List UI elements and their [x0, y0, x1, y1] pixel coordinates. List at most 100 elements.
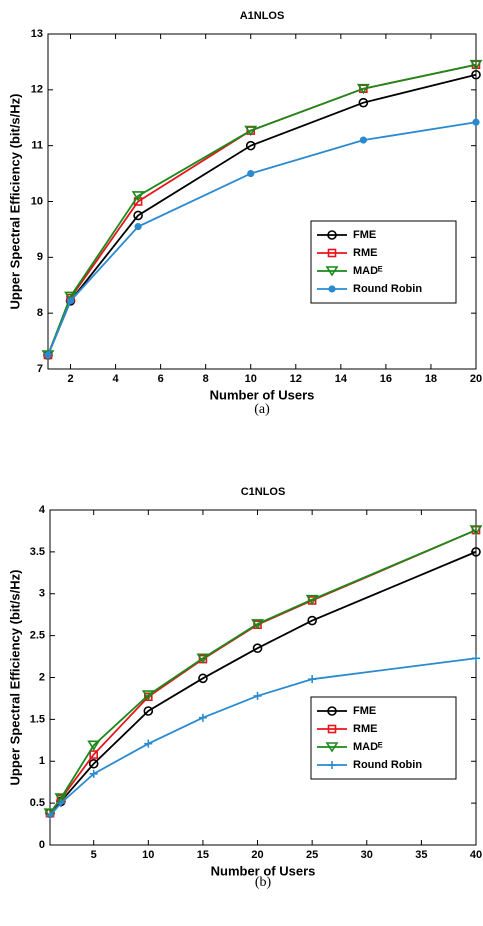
legend-label: Round Robin — [353, 759, 422, 771]
marker — [133, 210, 143, 221]
legend-marker — [327, 230, 337, 240]
marker — [44, 351, 52, 359]
legend-marker — [327, 248, 337, 258]
marker — [308, 675, 317, 684]
marker — [472, 654, 480, 663]
x-tick-label: 30 — [361, 849, 373, 861]
marker — [359, 136, 367, 144]
marker — [66, 297, 75, 305]
y-tick-label: 1 — [39, 755, 45, 767]
y-tick-label: 0 — [39, 839, 45, 851]
marker — [469, 525, 483, 536]
y-tick-label: 8 — [37, 307, 43, 319]
legend-label: Round Robin — [353, 283, 422, 295]
chart-title: A1NLOS — [240, 10, 285, 22]
marker — [46, 811, 54, 820]
y-tick-label: 3.5 — [30, 546, 45, 558]
marker — [307, 615, 317, 626]
marker — [245, 140, 256, 151]
legend-label: MADᴱ — [353, 265, 383, 277]
marker — [356, 83, 370, 95]
marker — [198, 713, 207, 722]
y-tick-label: 3 — [39, 588, 45, 600]
marker — [252, 643, 263, 653]
marker — [251, 619, 264, 630]
marker — [472, 118, 480, 126]
marker — [196, 653, 210, 664]
marker — [244, 125, 258, 137]
x-tick-label: 6 — [158, 373, 164, 385]
y-tick-label: 11 — [31, 140, 43, 152]
legend-marker — [327, 724, 337, 734]
x-tick-label: 18 — [425, 373, 437, 385]
y-tick-label: 0.5 — [30, 797, 45, 809]
marker — [89, 769, 98, 778]
y-tick-label: 2 — [39, 671, 45, 683]
x-tick-label: 10 — [245, 373, 257, 385]
x-axis-label: Number of Users — [211, 863, 316, 878]
marker — [89, 750, 98, 759]
legend-label: FME — [353, 229, 376, 241]
x-tick-label: 5 — [91, 849, 97, 861]
series-line — [49, 529, 477, 814]
plot-area — [49, 509, 477, 846]
series-line — [47, 63, 477, 356]
y-tick-label: 7 — [37, 363, 43, 375]
marker — [88, 758, 99, 769]
marker — [143, 706, 154, 716]
marker — [247, 169, 255, 178]
plot-area — [47, 33, 477, 370]
legend-marker — [325, 266, 339, 277]
marker — [469, 59, 483, 71]
x-tick-label: 20 — [251, 849, 263, 861]
marker — [87, 740, 101, 751]
marker — [134, 223, 142, 231]
legend-label: RME — [353, 247, 377, 259]
legend-marker — [328, 761, 336, 769]
x-tick-label: 14 — [335, 373, 348, 385]
series-line — [49, 657, 477, 817]
marker — [56, 799, 65, 808]
marker — [471, 547, 481, 557]
legend-marker — [325, 742, 339, 753]
x-tick-label: 16 — [380, 373, 392, 385]
y-tick-label: 4 — [39, 504, 46, 516]
marker — [198, 673, 208, 684]
y-axis-label: Upper Spectral Efficiency (bit/s/Hz) — [7, 570, 22, 786]
caption: (a) — [254, 402, 270, 417]
y-tick-label: 2.5 — [30, 630, 45, 642]
legend-label: RME — [353, 723, 377, 735]
x-tick-label: 25 — [306, 849, 318, 861]
x-tick-label: 8 — [203, 373, 209, 385]
x-tick-label: 10 — [142, 849, 154, 861]
legend-label: FME — [353, 705, 376, 717]
series-line — [47, 121, 477, 356]
marker — [54, 793, 68, 804]
caption: (b) — [255, 875, 272, 890]
chart-title: C1NLOS — [241, 486, 286, 498]
y-axis-label: Upper Spectral Efficiency (bit/s/Hz) — [7, 94, 22, 310]
marker — [144, 739, 153, 748]
legend-marker — [327, 706, 337, 716]
series-line — [49, 551, 477, 814]
legend-label: MADᴱ — [353, 741, 383, 753]
legend-marker — [328, 285, 336, 293]
x-tick-label: 2 — [67, 373, 73, 385]
x-tick-label: 40 — [470, 849, 482, 861]
y-tick-label: 13 — [31, 28, 43, 40]
marker — [64, 291, 77, 302]
x-tick-label: 15 — [197, 849, 209, 861]
y-tick-label: 1.5 — [30, 713, 45, 725]
x-tick-label: 4 — [113, 373, 120, 385]
x-tick-label: 35 — [415, 849, 427, 861]
x-axis-label: Number of Users — [210, 387, 315, 402]
marker — [358, 97, 369, 108]
marker — [141, 690, 155, 701]
y-tick-label: 9 — [37, 251, 43, 263]
y-tick-label: 12 — [31, 84, 43, 96]
marker — [253, 691, 262, 700]
marker — [471, 69, 481, 80]
x-tick-label: 20 — [470, 373, 482, 385]
marker — [305, 594, 319, 606]
